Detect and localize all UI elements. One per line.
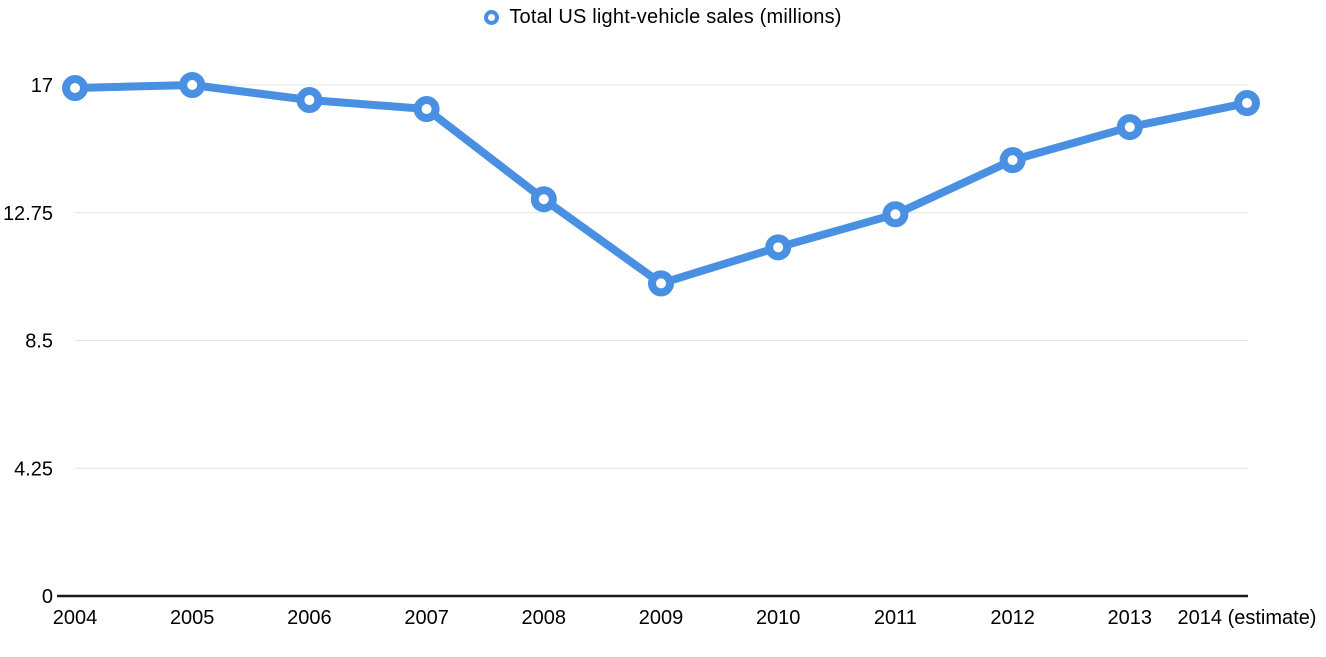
y-tick-label: 0 [42,586,53,608]
y-tick-label: 17 [31,75,53,97]
data-point-marker[interactable] [648,270,674,297]
data-point-marker[interactable] [62,75,88,102]
data-point-marker[interactable] [413,96,440,123]
y-tick-label: 8.5 [25,331,53,353]
data-point-marker[interactable] [765,234,792,261]
y-tick-label: 4.25 [14,458,53,480]
x-tick-label: 2004 [53,607,98,629]
x-tick-label: 2010 [756,607,801,629]
legend[interactable]: Total US light-vehicle sales (millions) [0,6,1326,29]
x-tick-label: 2013 [1108,607,1153,629]
x-tick-label: 2011 [874,607,917,629]
legend-label: Total US light-vehicle sales (millions) [509,6,842,28]
data-point-marker[interactable] [1116,114,1143,141]
series-line [71,81,1251,288]
series-ring-icon [484,10,500,25]
data-point-marker[interactable] [882,201,909,228]
x-tick-label: 2006 [287,607,332,629]
data-point-marker[interactable] [179,72,206,98]
data-point-marker[interactable] [530,186,557,213]
x-tick-label: 2005 [170,607,215,629]
y-tick-label: 12.75 [3,203,53,225]
x-tick-label: 2012 [990,607,1035,629]
data-point-marker[interactable] [1234,90,1260,117]
data-point-marker[interactable] [296,87,323,114]
x-tick-label: 2014 (estimate) [1178,607,1317,629]
data-point-marker[interactable] [999,147,1026,174]
x-tick-label: 2008 [522,607,567,629]
x-tick-label: 2007 [404,607,449,629]
x-tick-label: 2009 [639,607,684,629]
